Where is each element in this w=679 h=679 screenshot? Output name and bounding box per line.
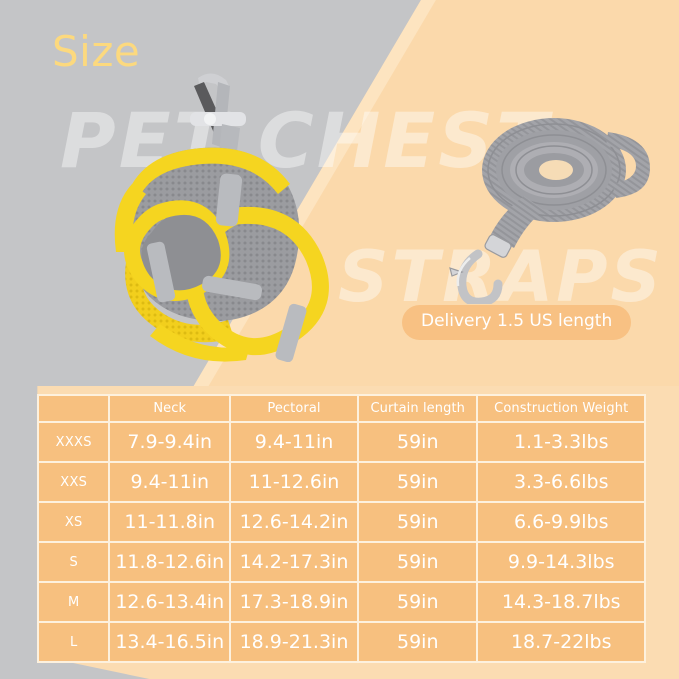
cell-pectoral: 14.2-17.3in (229, 541, 359, 583)
cell-weight: 9.9-14.3lbs (476, 541, 646, 583)
cell-neck: 11-11.8in (108, 501, 231, 543)
column-header-weight: Construction Weight (476, 394, 646, 423)
page-title: Size (52, 27, 141, 76)
column-header-size (36, 394, 111, 423)
cell-weight: 14.3-18.7lbs (476, 581, 646, 623)
cell-neck: 9.4-11in (108, 461, 231, 503)
cell-neck: 7.9-9.4in (108, 421, 231, 463)
table-row: M 12.6-13.4in 17.3-18.9in 59in 14.3-18.7… (36, 581, 646, 623)
cell-size: XXS (36, 461, 111, 503)
table-row: L 13.4-16.5in 18.9-21.3in 59in 18.7-22lb… (36, 621, 646, 663)
cell-weight: 6.6-9.9lbs (476, 501, 646, 543)
cell-neck: 11.8-12.6in (108, 541, 231, 583)
cell-pectoral: 11-12.6in (229, 461, 359, 503)
cell-curtain: 59in (356, 461, 479, 503)
cell-neck: 12.6-13.4in (108, 581, 231, 623)
cell-curtain: 59in (356, 421, 479, 463)
hero-section: PET CHEST STRAPS Size (52, 0, 679, 392)
cell-weight: 1.1-3.3lbs (476, 421, 646, 463)
table-row: XXXS 7.9-9.4in 9.4-11in 59in 1.1-3.3lbs (36, 421, 646, 463)
table-row: XXS 9.4-11in 11-12.6in 59in 3.3-6.6lbs (36, 461, 646, 503)
cell-pectoral: 17.3-18.9in (229, 581, 359, 623)
cell-size: S (36, 541, 111, 583)
cell-pectoral: 9.4-11in (229, 421, 359, 463)
cell-neck: 13.4-16.5in (108, 621, 231, 663)
table-header-row: Neck Pectoral Curtain length Constructio… (36, 394, 646, 423)
cell-size: M (36, 581, 111, 623)
cell-pectoral: 18.9-21.3in (229, 621, 359, 663)
cell-pectoral: 12.6-14.2in (229, 501, 359, 543)
cell-curtain: 59in (356, 501, 479, 543)
column-header-curtain: Curtain length (356, 394, 479, 423)
leash-product-image (432, 96, 664, 304)
cell-weight: 3.3-6.6lbs (476, 461, 646, 503)
column-header-pectoral: Pectoral (229, 394, 359, 423)
column-header-neck: Neck (108, 394, 231, 423)
cell-curtain: 59in (356, 541, 479, 583)
cell-size: XS (36, 501, 111, 543)
cell-weight: 18.7-22lbs (476, 621, 646, 663)
cell-size: L (36, 621, 111, 663)
delivery-badge: Delivery 1.5 US length (402, 305, 632, 340)
table-row: XS 11-11.8in 12.6-14.2in 59in 6.6-9.9lbs (36, 501, 646, 543)
table-row: S 11.8-12.6in 14.2-17.3in 59in 9.9-14.3l… (36, 541, 646, 583)
size-table: Neck Pectoral Curtain length Constructio… (36, 394, 646, 663)
cell-curtain: 59in (356, 621, 479, 663)
harness-product-image (86, 66, 348, 362)
cell-curtain: 59in (356, 581, 479, 623)
cell-size: XXXS (36, 421, 111, 463)
